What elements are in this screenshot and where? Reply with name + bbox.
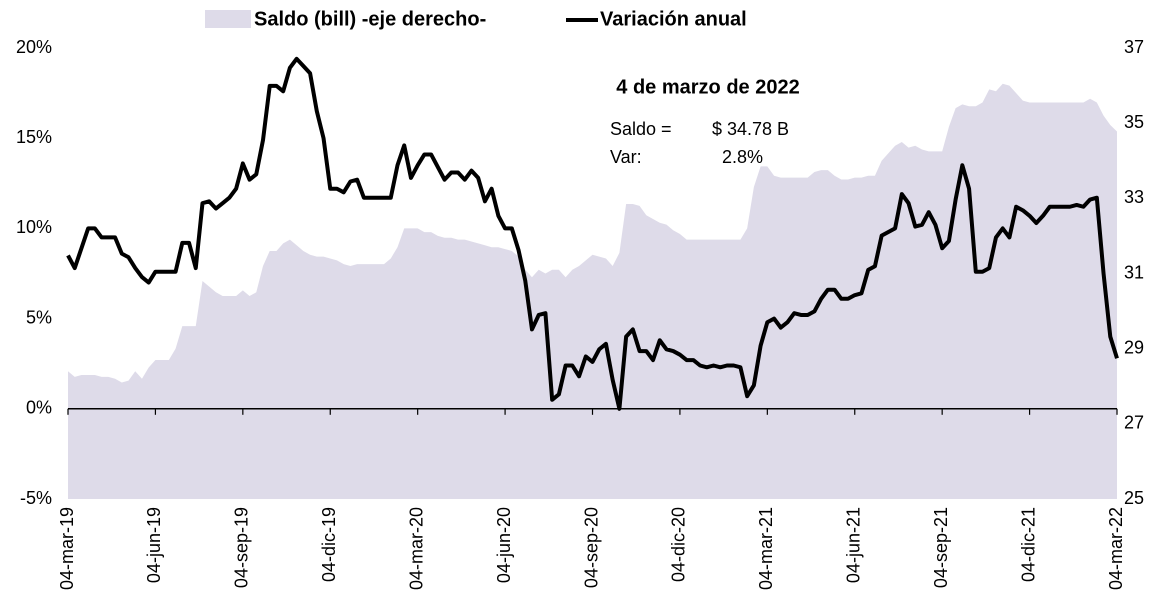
y-tick-label: 5% bbox=[26, 307, 52, 327]
line bbox=[66, 56, 1119, 411]
y-tick-label: 15% bbox=[16, 127, 52, 147]
x-tick-label: 04-mar-22 bbox=[1106, 507, 1126, 590]
y2-tick-label: 37 bbox=[1124, 37, 1144, 57]
y2-tick-label: 35 bbox=[1124, 112, 1144, 132]
y2-tick-label: 25 bbox=[1124, 488, 1144, 508]
annotation-title: 4 de marzo de 2022 bbox=[616, 76, 799, 98]
y-tick-label: 20% bbox=[16, 37, 52, 57]
area bbox=[68, 83, 1117, 499]
annotation-value: $ 34.78 B bbox=[712, 119, 789, 139]
y2-tick-label: 29 bbox=[1124, 337, 1144, 357]
legend-label: Saldo (bill) -eje derecho- bbox=[254, 8, 486, 30]
x-tick-label: 04-jun-21 bbox=[844, 507, 864, 583]
legend-swatch bbox=[205, 10, 251, 28]
y-tick-label: -5% bbox=[20, 488, 52, 508]
annotation-value: 2.8% bbox=[722, 147, 763, 167]
x-tick-label: 04-dic-19 bbox=[319, 507, 339, 582]
x-tick-label: 04-sep-20 bbox=[581, 507, 601, 588]
y-tick-label: 10% bbox=[16, 217, 52, 237]
legend-label: Variación anual bbox=[600, 8, 747, 30]
legend: Saldo (bill) -eje derecho- Variación anua… bbox=[205, 8, 747, 30]
annotation-label: Var: bbox=[610, 147, 642, 167]
x-tick-label: 04-dic-20 bbox=[669, 507, 689, 582]
annotation-label: Saldo = bbox=[610, 119, 672, 139]
x-tick-label: 04-mar-19 bbox=[57, 507, 77, 590]
x-tick-label: 04-sep-19 bbox=[232, 507, 252, 588]
y2-tick-label: 27 bbox=[1124, 413, 1144, 433]
plot-area bbox=[66, 56, 1119, 499]
x-tick-label: 04-mar-21 bbox=[756, 507, 776, 590]
x-tick-label: 04-dic-21 bbox=[1018, 507, 1038, 582]
x-tick-label: 04-mar-20 bbox=[406, 507, 426, 590]
y2-tick-label: 33 bbox=[1124, 187, 1144, 207]
y2-tick-label: 31 bbox=[1124, 262, 1144, 282]
x-tick-label: 04-jun-19 bbox=[144, 507, 164, 583]
y-tick-label: 0% bbox=[26, 398, 52, 418]
x-tick-label: 04-jun-20 bbox=[494, 507, 514, 583]
x-tick-label: 04-sep-21 bbox=[931, 507, 951, 588]
